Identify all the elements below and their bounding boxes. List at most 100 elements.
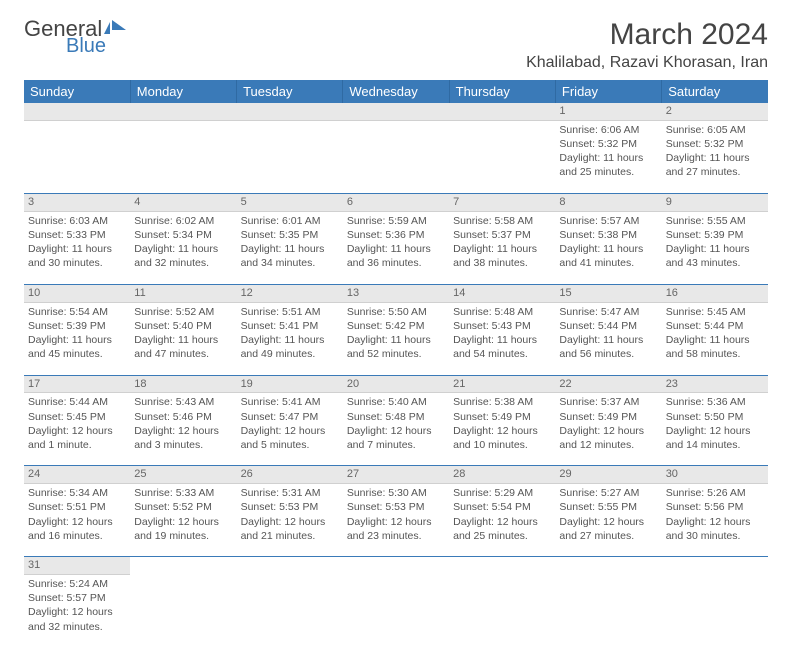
sunset-line: Sunset: 5:47 PM (241, 410, 339, 424)
calendar-cell: 2Sunrise: 6:05 AMSunset: 5:32 PMDaylight… (662, 103, 768, 193)
day-number: 16 (662, 285, 768, 303)
sunset-line: Sunset: 5:43 PM (453, 319, 551, 333)
cell-content: Sunrise: 5:31 AMSunset: 5:53 PMDaylight:… (237, 484, 343, 556)
sunrise-line: Sunrise: 5:27 AM (559, 486, 657, 500)
weekday-header: Sunday (24, 80, 130, 103)
sunrise-line: Sunrise: 5:50 AM (347, 305, 445, 319)
cell-inner (130, 121, 236, 193)
calendar-cell: 9Sunrise: 5:55 AMSunset: 5:39 PMDaylight… (662, 193, 768, 284)
day-number: 15 (555, 285, 661, 303)
daylight-line: Daylight: 12 hours and 21 minutes. (241, 515, 339, 543)
sunset-line: Sunset: 5:53 PM (241, 500, 339, 514)
weekday-header: Wednesday (343, 80, 449, 103)
calendar-cell: 27Sunrise: 5:30 AMSunset: 5:53 PMDayligh… (343, 466, 449, 557)
cell-content: Sunrise: 5:37 AMSunset: 5:49 PMDaylight:… (555, 393, 661, 465)
calendar-cell: 24Sunrise: 5:34 AMSunset: 5:51 PMDayligh… (24, 466, 130, 557)
calendar-cell: 14Sunrise: 5:48 AMSunset: 5:43 PMDayligh… (449, 284, 555, 375)
sunset-line: Sunset: 5:38 PM (559, 228, 657, 242)
calendar-cell: 7Sunrise: 5:58 AMSunset: 5:37 PMDaylight… (449, 193, 555, 284)
cell-content: Sunrise: 5:55 AMSunset: 5:39 PMDaylight:… (662, 212, 768, 284)
cell-content: Sunrise: 5:36 AMSunset: 5:50 PMDaylight:… (662, 393, 768, 465)
day-number-row (130, 103, 236, 121)
day-number: 21 (449, 376, 555, 394)
sunrise-line: Sunrise: 5:58 AM (453, 214, 551, 228)
calendar-cell (237, 557, 343, 647)
cell-content: Sunrise: 5:48 AMSunset: 5:43 PMDaylight:… (449, 303, 555, 375)
sunrise-line: Sunrise: 5:43 AM (134, 395, 232, 409)
day-number: 30 (662, 466, 768, 484)
sunset-line: Sunset: 5:33 PM (28, 228, 126, 242)
location-text: Khalilabad, Razavi Khorasan, Iran (526, 54, 768, 72)
sunset-line: Sunset: 5:44 PM (666, 319, 764, 333)
calendar-row: 17Sunrise: 5:44 AMSunset: 5:45 PMDayligh… (24, 375, 768, 466)
cell-content: Sunrise: 5:44 AMSunset: 5:45 PMDaylight:… (24, 393, 130, 465)
day-number: 22 (555, 376, 661, 394)
calendar-cell: 16Sunrise: 5:45 AMSunset: 5:44 PMDayligh… (662, 284, 768, 375)
sunset-line: Sunset: 5:32 PM (666, 137, 764, 151)
sunrise-line: Sunrise: 5:44 AM (28, 395, 126, 409)
calendar-cell: 21Sunrise: 5:38 AMSunset: 5:49 PMDayligh… (449, 375, 555, 466)
daylight-line: Daylight: 11 hours and 34 minutes. (241, 242, 339, 270)
day-number: 18 (130, 376, 236, 394)
cell-content: Sunrise: 5:40 AMSunset: 5:48 PMDaylight:… (343, 393, 449, 465)
cell-inner (237, 557, 343, 629)
day-number: 19 (237, 376, 343, 394)
sunrise-line: Sunrise: 5:33 AM (134, 486, 232, 500)
daylight-line: Daylight: 12 hours and 12 minutes. (559, 424, 657, 452)
cell-content: Sunrise: 5:24 AMSunset: 5:57 PMDaylight:… (24, 575, 130, 647)
calendar-cell: 3Sunrise: 6:03 AMSunset: 5:33 PMDaylight… (24, 193, 130, 284)
sunset-line: Sunset: 5:37 PM (453, 228, 551, 242)
day-number-row (449, 103, 555, 121)
weekday-header: Monday (130, 80, 236, 103)
daylight-line: Daylight: 12 hours and 7 minutes. (347, 424, 445, 452)
cell-inner (449, 557, 555, 629)
cell-inner (237, 121, 343, 193)
day-number: 27 (343, 466, 449, 484)
calendar-cell (662, 557, 768, 647)
daylight-line: Daylight: 12 hours and 5 minutes. (241, 424, 339, 452)
calendar-row: 10Sunrise: 5:54 AMSunset: 5:39 PMDayligh… (24, 284, 768, 375)
calendar-cell: 8Sunrise: 5:57 AMSunset: 5:38 PMDaylight… (555, 193, 661, 284)
sunrise-line: Sunrise: 5:29 AM (453, 486, 551, 500)
sunrise-line: Sunrise: 5:34 AM (28, 486, 126, 500)
calendar-cell: 23Sunrise: 5:36 AMSunset: 5:50 PMDayligh… (662, 375, 768, 466)
sunrise-line: Sunrise: 5:30 AM (347, 486, 445, 500)
daylight-line: Daylight: 12 hours and 32 minutes. (28, 605, 126, 633)
calendar-row: 3Sunrise: 6:03 AMSunset: 5:33 PMDaylight… (24, 193, 768, 284)
sunrise-line: Sunrise: 5:24 AM (28, 577, 126, 591)
logo: General Blue (24, 18, 126, 56)
day-number: 11 (130, 285, 236, 303)
sunset-line: Sunset: 5:35 PM (241, 228, 339, 242)
sunrise-line: Sunrise: 5:41 AM (241, 395, 339, 409)
cell-inner (449, 121, 555, 193)
cell-content: Sunrise: 5:59 AMSunset: 5:36 PMDaylight:… (343, 212, 449, 284)
cell-content: Sunrise: 5:50 AMSunset: 5:42 PMDaylight:… (343, 303, 449, 375)
cell-inner (343, 121, 449, 193)
calendar-cell: 29Sunrise: 5:27 AMSunset: 5:55 PMDayligh… (555, 466, 661, 557)
sunrise-line: Sunrise: 5:40 AM (347, 395, 445, 409)
sunrise-line: Sunrise: 5:26 AM (666, 486, 764, 500)
cell-content: Sunrise: 5:54 AMSunset: 5:39 PMDaylight:… (24, 303, 130, 375)
cell-content: Sunrise: 5:58 AMSunset: 5:37 PMDaylight:… (449, 212, 555, 284)
sunset-line: Sunset: 5:48 PM (347, 410, 445, 424)
cell-content: Sunrise: 5:29 AMSunset: 5:54 PMDaylight:… (449, 484, 555, 556)
weekday-header: Saturday (662, 80, 768, 103)
day-number: 5 (237, 194, 343, 212)
sunrise-line: Sunrise: 6:03 AM (28, 214, 126, 228)
daylight-line: Daylight: 12 hours and 14 minutes. (666, 424, 764, 452)
sunset-line: Sunset: 5:52 PM (134, 500, 232, 514)
sunset-line: Sunset: 5:45 PM (28, 410, 126, 424)
calendar-row: 24Sunrise: 5:34 AMSunset: 5:51 PMDayligh… (24, 466, 768, 557)
calendar-table: Sunday Monday Tuesday Wednesday Thursday… (24, 80, 768, 647)
sunset-line: Sunset: 5:49 PM (453, 410, 551, 424)
cell-inner (343, 557, 449, 629)
day-number: 7 (449, 194, 555, 212)
daylight-line: Daylight: 11 hours and 54 minutes. (453, 333, 551, 361)
cell-inner (130, 557, 236, 629)
calendar-cell: 30Sunrise: 5:26 AMSunset: 5:56 PMDayligh… (662, 466, 768, 557)
calendar-cell: 18Sunrise: 5:43 AMSunset: 5:46 PMDayligh… (130, 375, 236, 466)
cell-content: Sunrise: 5:26 AMSunset: 5:56 PMDaylight:… (662, 484, 768, 556)
cell-content: Sunrise: 6:01 AMSunset: 5:35 PMDaylight:… (237, 212, 343, 284)
day-number: 12 (237, 285, 343, 303)
sunset-line: Sunset: 5:39 PM (28, 319, 126, 333)
